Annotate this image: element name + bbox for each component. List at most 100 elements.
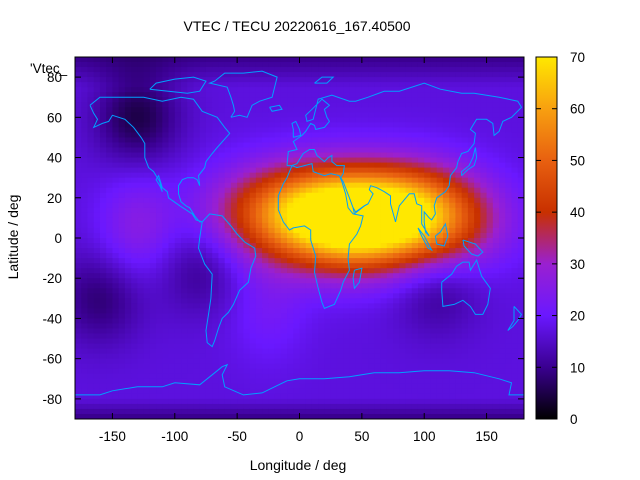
- heatmap-cell: [99, 308, 107, 314]
- heatmap-cell: [181, 97, 188, 103]
- heatmap-cell: [368, 248, 375, 254]
- heatmap-cell: [162, 268, 169, 274]
- heatmap-cell: [449, 87, 456, 93]
- heatmap-cell: [492, 132, 500, 138]
- heatmap-cell: [399, 77, 406, 83]
- heatmap-cell: [330, 373, 338, 380]
- heatmap-cell: [486, 62, 494, 68]
- heatmap-cell: [187, 258, 194, 264]
- heatmap-cell: [230, 343, 238, 350]
- heatmap-cell: [81, 232, 88, 239]
- heatmap-cell: [386, 102, 394, 108]
- heatmap-cell: [499, 298, 506, 304]
- heatmap-cell: [299, 147, 307, 153]
- heatmap-cell: [480, 253, 487, 259]
- heatmap-cell: [106, 358, 113, 365]
- heatmap-cell: [274, 167, 282, 174]
- heatmap-cell: [287, 102, 294, 108]
- heatmap-cell: [424, 273, 431, 279]
- heatmap-cell: [492, 388, 500, 395]
- heatmap-cell: [262, 353, 269, 360]
- heatmap-cell: [336, 238, 344, 244]
- heatmap-cell: [262, 57, 269, 63]
- heatmap-cell: [467, 243, 475, 249]
- heatmap-cell: [330, 202, 338, 209]
- heatmap-cell: [467, 328, 475, 334]
- heatmap-cell: [324, 323, 332, 329]
- heatmap-cell: [505, 393, 512, 400]
- heatmap-cell: [287, 388, 294, 395]
- heatmap-cell: [218, 318, 226, 324]
- heatmap-cell: [268, 62, 275, 68]
- heatmap-cell: [87, 363, 95, 370]
- heatmap-cell: [131, 112, 138, 118]
- heatmap-cell: [455, 263, 463, 269]
- heatmap-cell: [230, 182, 238, 189]
- heatmap-cell: [224, 102, 232, 108]
- heatmap-cell: [299, 187, 307, 194]
- heatmap-cell: [293, 323, 300, 329]
- heatmap-cell: [199, 62, 207, 68]
- heatmap-cell: [517, 398, 524, 405]
- heatmap-cell: [112, 192, 120, 199]
- heatmap-cell: [393, 57, 400, 63]
- heatmap-cell: [455, 197, 463, 204]
- heatmap-cell: [355, 137, 363, 143]
- heatmap-cell: [492, 338, 500, 344]
- heatmap-cell: [449, 383, 456, 390]
- heatmap-cell: [461, 343, 469, 350]
- heatmap-cell: [330, 378, 338, 385]
- heatmap-cell: [187, 212, 194, 219]
- heatmap-cell: [311, 283, 319, 289]
- heatmap-cell: [293, 278, 300, 284]
- heatmap-cell: [181, 278, 188, 284]
- heatmap-cell: [181, 72, 188, 78]
- heatmap-cell: [411, 308, 419, 314]
- heatmap-cell: [424, 323, 431, 329]
- heatmap-cell: [455, 117, 463, 123]
- heatmap-cell: [237, 57, 244, 63]
- heatmap-cell: [361, 107, 369, 113]
- heatmap-cell: [193, 343, 201, 350]
- heatmap-cell: [262, 348, 269, 355]
- heatmap-cell: [505, 353, 512, 360]
- heatmap-cell: [118, 217, 126, 224]
- heatmap-cell: [237, 388, 244, 395]
- heatmap-cell: [280, 167, 288, 174]
- heatmap-cell: [492, 97, 500, 103]
- heatmap-cell: [411, 343, 419, 350]
- heatmap-cell: [380, 87, 388, 93]
- heatmap-cell: [287, 263, 294, 269]
- heatmap-cell: [361, 137, 369, 143]
- heatmap-cell: [305, 92, 313, 98]
- heatmap-cell: [255, 318, 263, 324]
- heatmap-cell: [424, 72, 431, 78]
- heatmap-cell: [324, 313, 332, 319]
- heatmap-cell: [81, 167, 88, 174]
- heatmap-cell: [262, 62, 269, 68]
- heatmap-cell: [474, 227, 481, 234]
- heatmap-cell: [255, 142, 263, 148]
- heatmap-cell: [486, 87, 494, 93]
- heatmap-cell: [280, 92, 288, 98]
- heatmap-cell: [149, 72, 157, 78]
- heatmap-cell: [467, 192, 475, 199]
- heatmap-cell: [112, 273, 120, 279]
- heatmap-cell: [474, 87, 481, 93]
- heatmap-cell: [187, 232, 194, 239]
- heatmap-cell: [218, 388, 226, 395]
- heatmap-cell: [162, 212, 169, 219]
- heatmap-cell: [492, 368, 500, 375]
- heatmap-cell: [75, 192, 82, 199]
- heatmap-cell: [343, 348, 350, 355]
- heatmap-cell: [212, 72, 219, 78]
- heatmap-cell: [393, 82, 400, 88]
- heatmap-cell: [237, 62, 244, 68]
- heatmap-cell: [368, 222, 375, 229]
- heatmap-cell: [374, 238, 381, 244]
- heatmap-cell: [81, 82, 88, 88]
- heatmap-cell: [368, 318, 375, 324]
- heatmap-cell: [355, 127, 363, 133]
- heatmap-cell: [118, 187, 126, 194]
- heatmap-cell: [405, 263, 413, 269]
